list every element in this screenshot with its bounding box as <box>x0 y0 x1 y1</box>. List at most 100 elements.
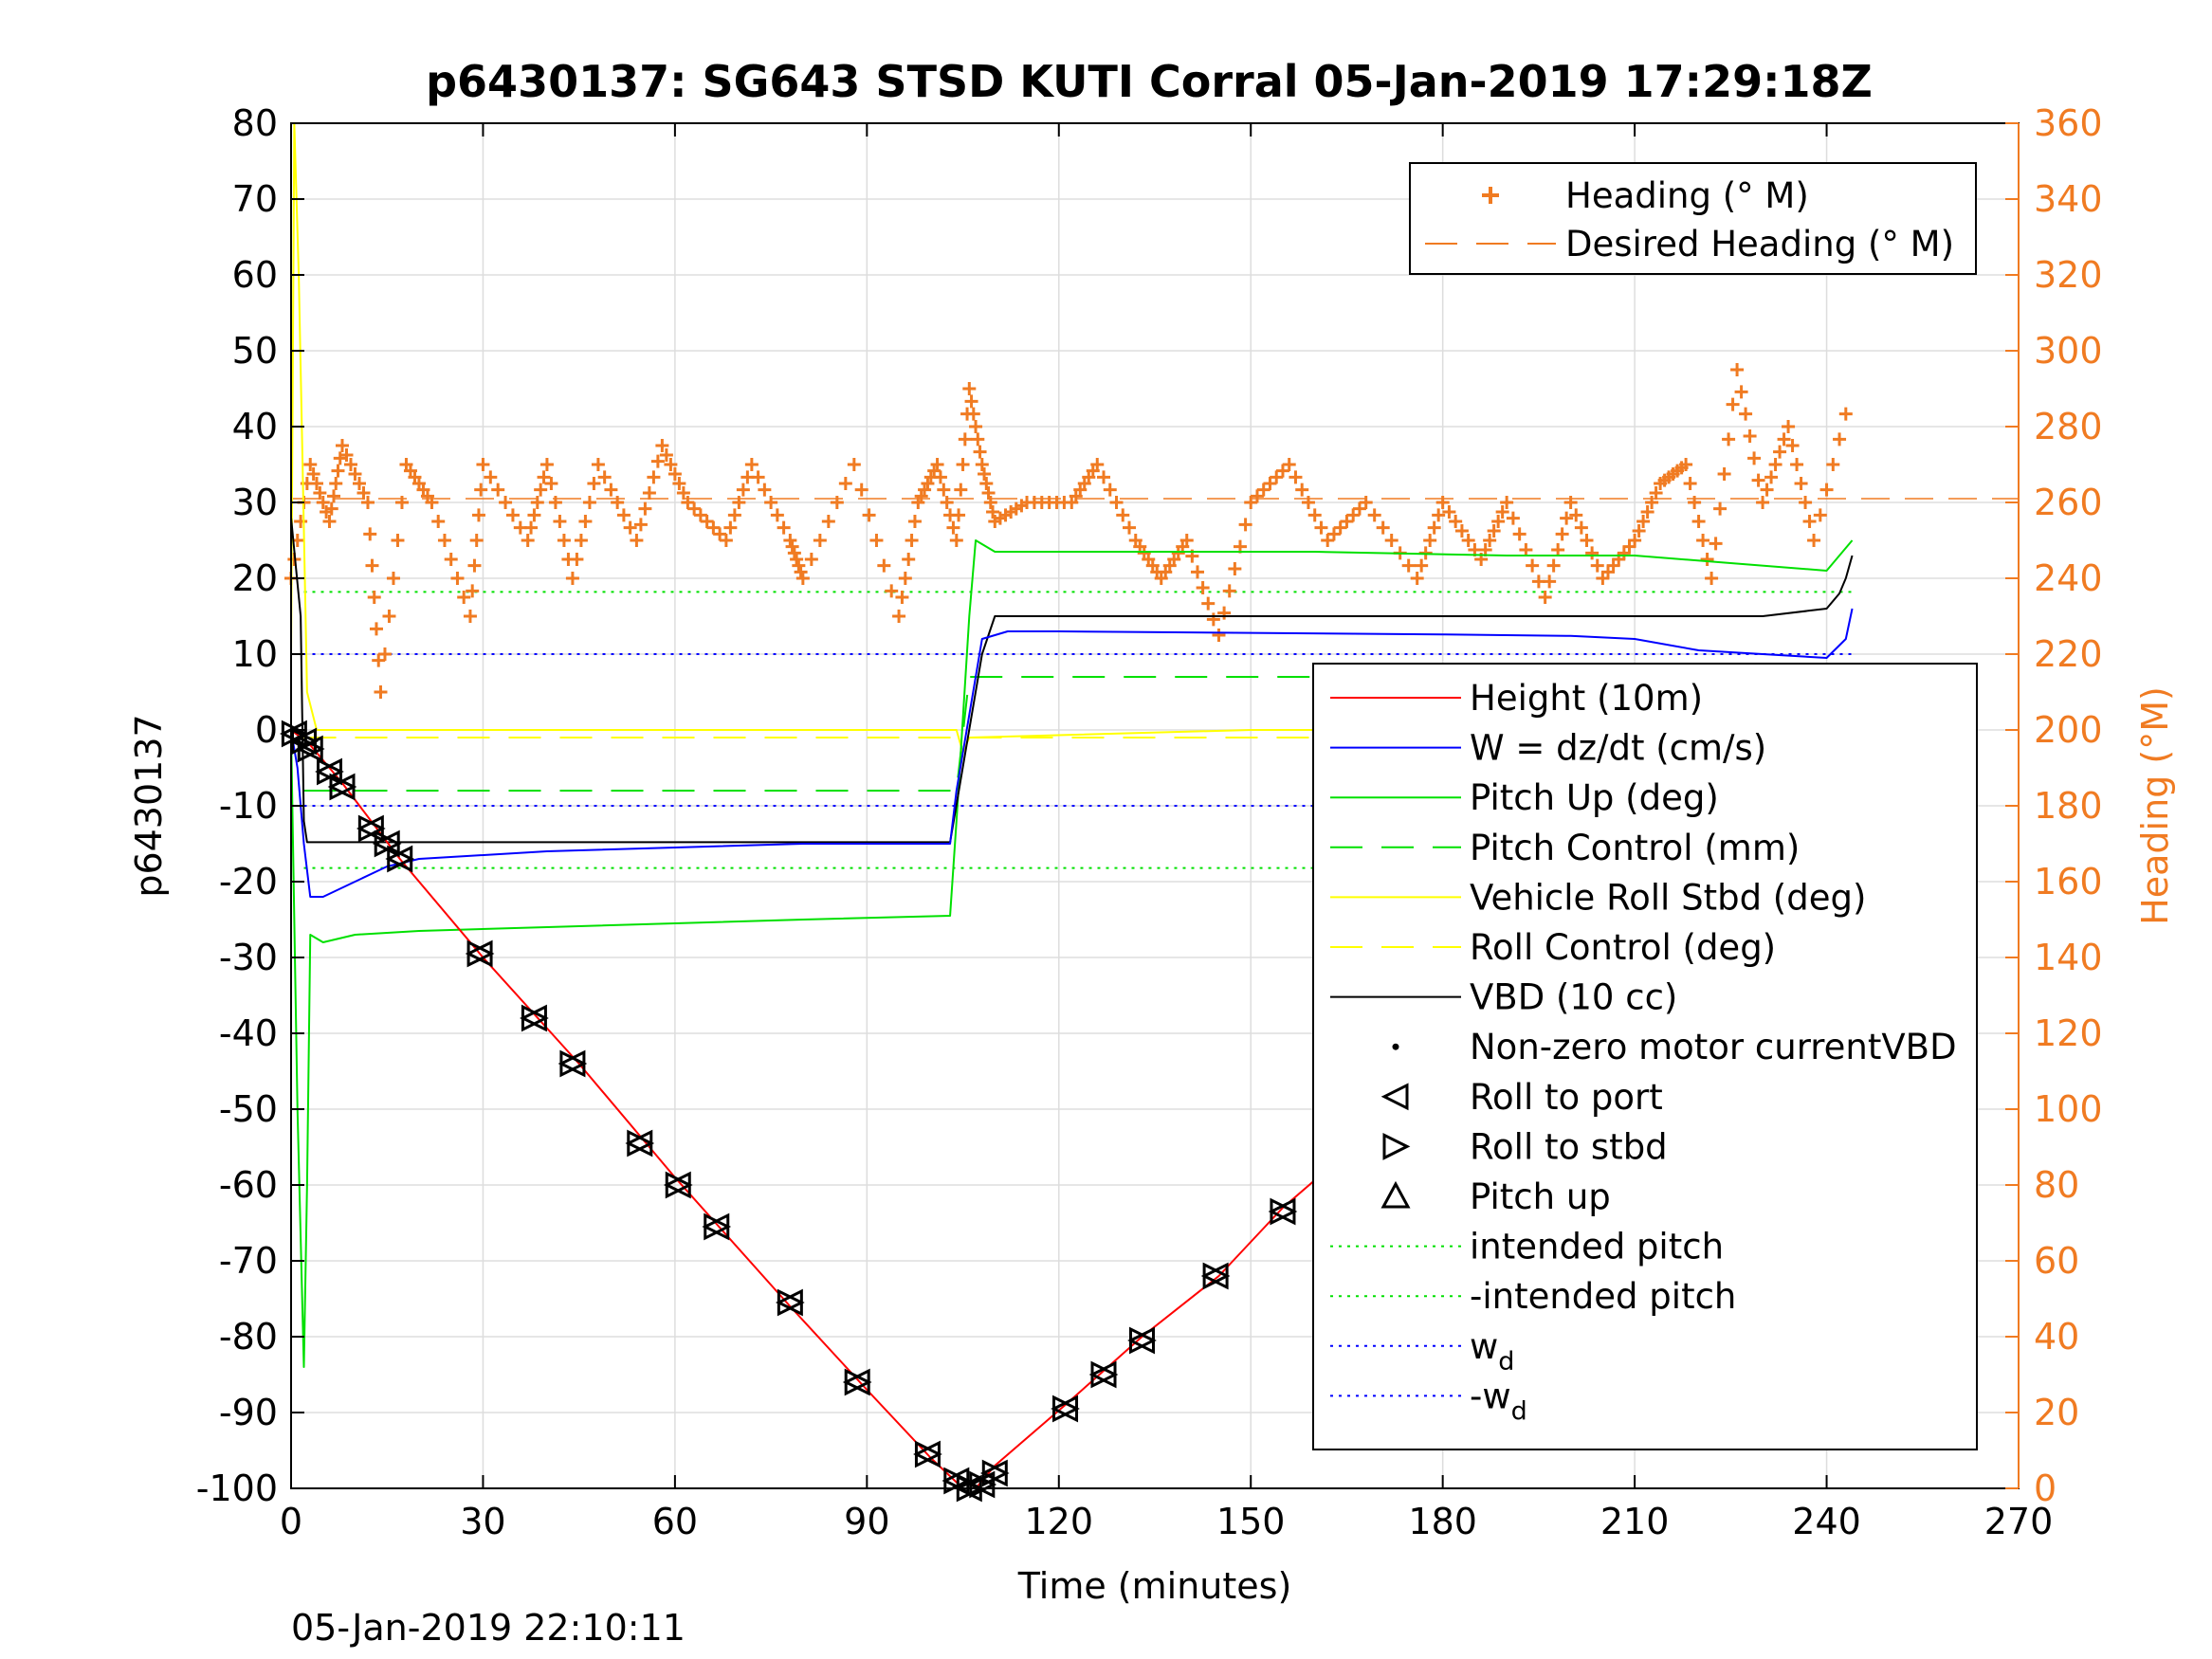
heading-point <box>1790 458 1804 471</box>
left-tick-label: 70 <box>232 178 278 220</box>
heading-point <box>303 458 318 471</box>
heading-point <box>611 496 625 509</box>
heading-point <box>444 553 458 566</box>
heading-point <box>391 534 405 547</box>
heading-point <box>1352 501 1366 516</box>
roll-marker <box>295 735 325 763</box>
heading-point <box>326 489 340 503</box>
heading-point <box>1244 496 1258 509</box>
heading-point <box>727 508 741 522</box>
x-tick-label: 270 <box>1984 1501 2054 1542</box>
heading-point <box>1773 445 1787 459</box>
left-tick-label: -10 <box>219 785 278 827</box>
left-tick-label: 50 <box>232 330 278 372</box>
legend-label: Desired Heading (° M) <box>1565 224 1954 264</box>
right-tick-label: 220 <box>2034 633 2103 675</box>
heading-point <box>1116 508 1130 522</box>
footer-timestamp: 05-Jan-2019 22:10:11 <box>291 1607 686 1649</box>
x-axis-label: Time (minutes) <box>1017 1565 1292 1607</box>
heading-point <box>587 477 601 490</box>
heading-point <box>1640 505 1654 519</box>
heading-point <box>1717 467 1731 481</box>
heading-point <box>1326 527 1341 541</box>
left-tick-label: 40 <box>232 406 278 447</box>
heading-point <box>343 458 357 471</box>
heading-point <box>616 508 631 522</box>
heading-point <box>1449 515 1463 528</box>
heading-point <box>1649 486 1663 500</box>
heading-point <box>1295 483 1309 497</box>
heading-point <box>582 496 596 509</box>
legend-item-pitch-control-mm: Pitch Control (mm) <box>1330 828 1800 868</box>
heading-point <box>905 534 919 547</box>
heading-point <box>425 496 439 509</box>
heading-point <box>655 439 669 452</box>
heading-point <box>1782 420 1796 433</box>
heading-point <box>1340 515 1354 528</box>
heading-point <box>578 515 593 528</box>
heading-point <box>1384 534 1398 547</box>
heading-point <box>777 520 791 535</box>
heading-point <box>1263 477 1277 490</box>
legend-item-pitch-up: Pitch up <box>1380 1176 1611 1217</box>
heading-point <box>986 505 1000 519</box>
legend-label: Vehicle Roll Stbd (deg) <box>1470 877 1866 918</box>
legend-item-desired-heading-m: Desired Heading (° M) <box>1425 224 1954 264</box>
roll-to-stbd-marker <box>1129 1326 1157 1355</box>
heading-point <box>958 432 972 447</box>
heading-point <box>647 470 661 484</box>
heading-point <box>1238 518 1252 532</box>
heading-point <box>949 534 963 547</box>
heading-point <box>821 515 835 528</box>
heading-point <box>1628 534 1642 547</box>
heading-point <box>597 470 612 484</box>
legend-label: Heading (° M) <box>1565 175 1809 216</box>
heading-point <box>672 477 686 490</box>
heading-point <box>527 508 541 522</box>
heading-point <box>1314 520 1328 535</box>
heading-point <box>1401 558 1416 573</box>
right-axis-label: Heading (°M) <box>2134 686 2176 925</box>
heading-point <box>1722 432 1736 447</box>
left-tick-label: -90 <box>219 1392 278 1433</box>
heading-point <box>667 467 682 481</box>
heading-point <box>1551 543 1565 556</box>
heading-point <box>862 508 876 522</box>
right-tick-label: 0 <box>2034 1468 2057 1509</box>
roll-to-stbd-marker <box>777 1288 805 1317</box>
heading-point <box>813 534 827 547</box>
left-tick-label: -40 <box>219 1012 278 1054</box>
heading-point <box>1275 464 1289 478</box>
legend-label: -intended pitch <box>1470 1276 1736 1317</box>
heading-point <box>1487 524 1501 538</box>
heading-point <box>1705 572 1719 585</box>
right-tick-label: 160 <box>2034 861 2103 902</box>
heading-point <box>1713 501 1728 516</box>
heading-point <box>324 501 338 516</box>
legend-label: Non-zero motor currentVBD <box>1470 1027 1957 1067</box>
heading-point <box>1333 520 1347 535</box>
heading-point <box>898 572 912 585</box>
roll-marker <box>1051 1395 1080 1423</box>
heading-point <box>946 520 960 535</box>
heading-point <box>795 572 810 585</box>
heading-point <box>744 458 759 471</box>
right-tick-label: 320 <box>2034 254 2103 296</box>
series-layer <box>284 122 2019 1489</box>
left-tick-label: -60 <box>219 1164 278 1206</box>
heading-point <box>650 454 665 468</box>
heading-point <box>659 448 673 462</box>
heading-point <box>902 553 916 566</box>
heading-point <box>335 439 349 452</box>
heading-point <box>940 496 954 509</box>
left-axis-label: p6430137 <box>128 714 170 897</box>
heading-point <box>1833 432 1847 447</box>
heading-point <box>524 520 539 535</box>
heading-point <box>633 518 648 532</box>
legend-item-pitch-up-deg: Pitch Up (deg) <box>1330 777 1719 818</box>
legend-item-roll-to-stbd: Roll to stbd <box>1382 1126 1668 1167</box>
heading-point <box>1410 572 1424 585</box>
roll-to-stbd-marker <box>981 1459 1010 1487</box>
heading-point <box>937 483 951 497</box>
